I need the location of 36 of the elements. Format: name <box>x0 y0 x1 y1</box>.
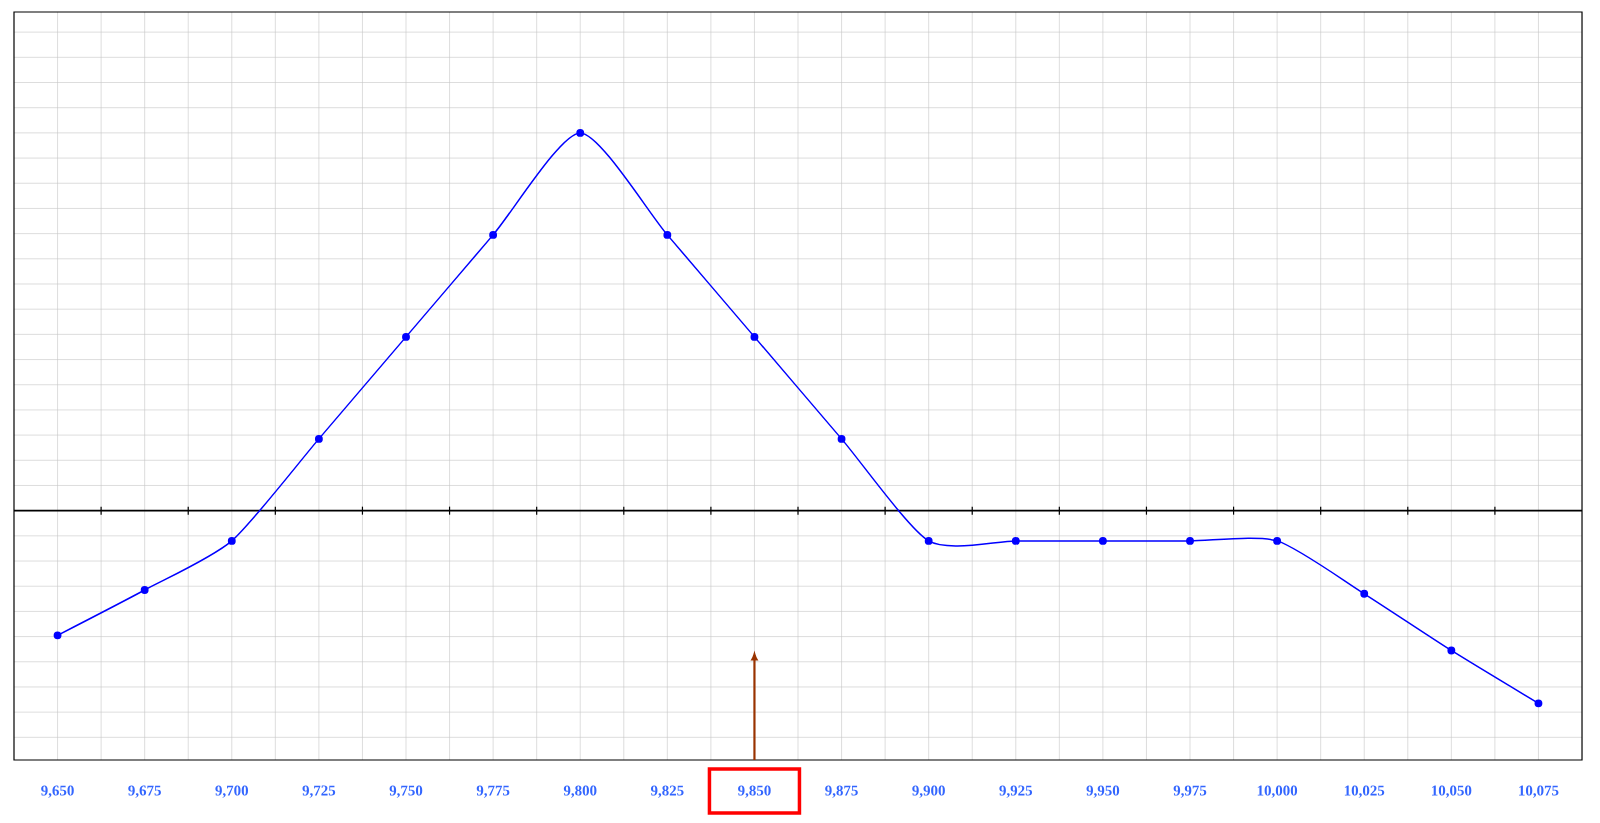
point <box>402 332 410 341</box>
x-tick-label: 9,825 <box>650 785 684 798</box>
point <box>1186 536 1194 545</box>
point <box>1534 699 1543 708</box>
x-tick-label: 10,050 <box>1432 785 1472 798</box>
x-tick-label: 9,725 <box>302 785 336 798</box>
point <box>1273 536 1282 545</box>
point <box>750 332 759 341</box>
x-tick-label: 10,000 <box>1257 785 1298 798</box>
point <box>1098 536 1107 545</box>
point <box>663 230 672 239</box>
point <box>924 536 933 545</box>
point <box>489 230 498 239</box>
point <box>53 631 62 640</box>
x-tick-label: 9,800 <box>563 785 597 798</box>
x-tick-label: 9,925 <box>999 785 1033 798</box>
point <box>314 434 323 443</box>
x-tick-label: 9,850 <box>738 785 771 798</box>
x-tick-label: 9,650 <box>41 785 74 798</box>
x-tick-label: 10,075 <box>1519 785 1559 798</box>
x-tick-label: 9,750 <box>389 785 423 798</box>
point <box>1011 536 1020 545</box>
x-tick-label: 9,900 <box>912 785 945 798</box>
x-tick-label: 9,950 <box>1086 785 1120 798</box>
x-tick-label: 9,875 <box>825 785 858 798</box>
point <box>1360 589 1369 598</box>
x-tick-label: 9,775 <box>476 785 510 798</box>
point <box>140 586 149 594</box>
point <box>576 128 585 137</box>
x-tick-label: 10,025 <box>1344 785 1385 798</box>
x-tick-label: 9,975 <box>1173 785 1207 798</box>
point <box>837 434 846 443</box>
x-tick-label: 9,675 <box>128 785 161 798</box>
x-tick-label: 9,700 <box>215 785 249 798</box>
point <box>227 536 236 545</box>
point <box>1447 646 1456 655</box>
